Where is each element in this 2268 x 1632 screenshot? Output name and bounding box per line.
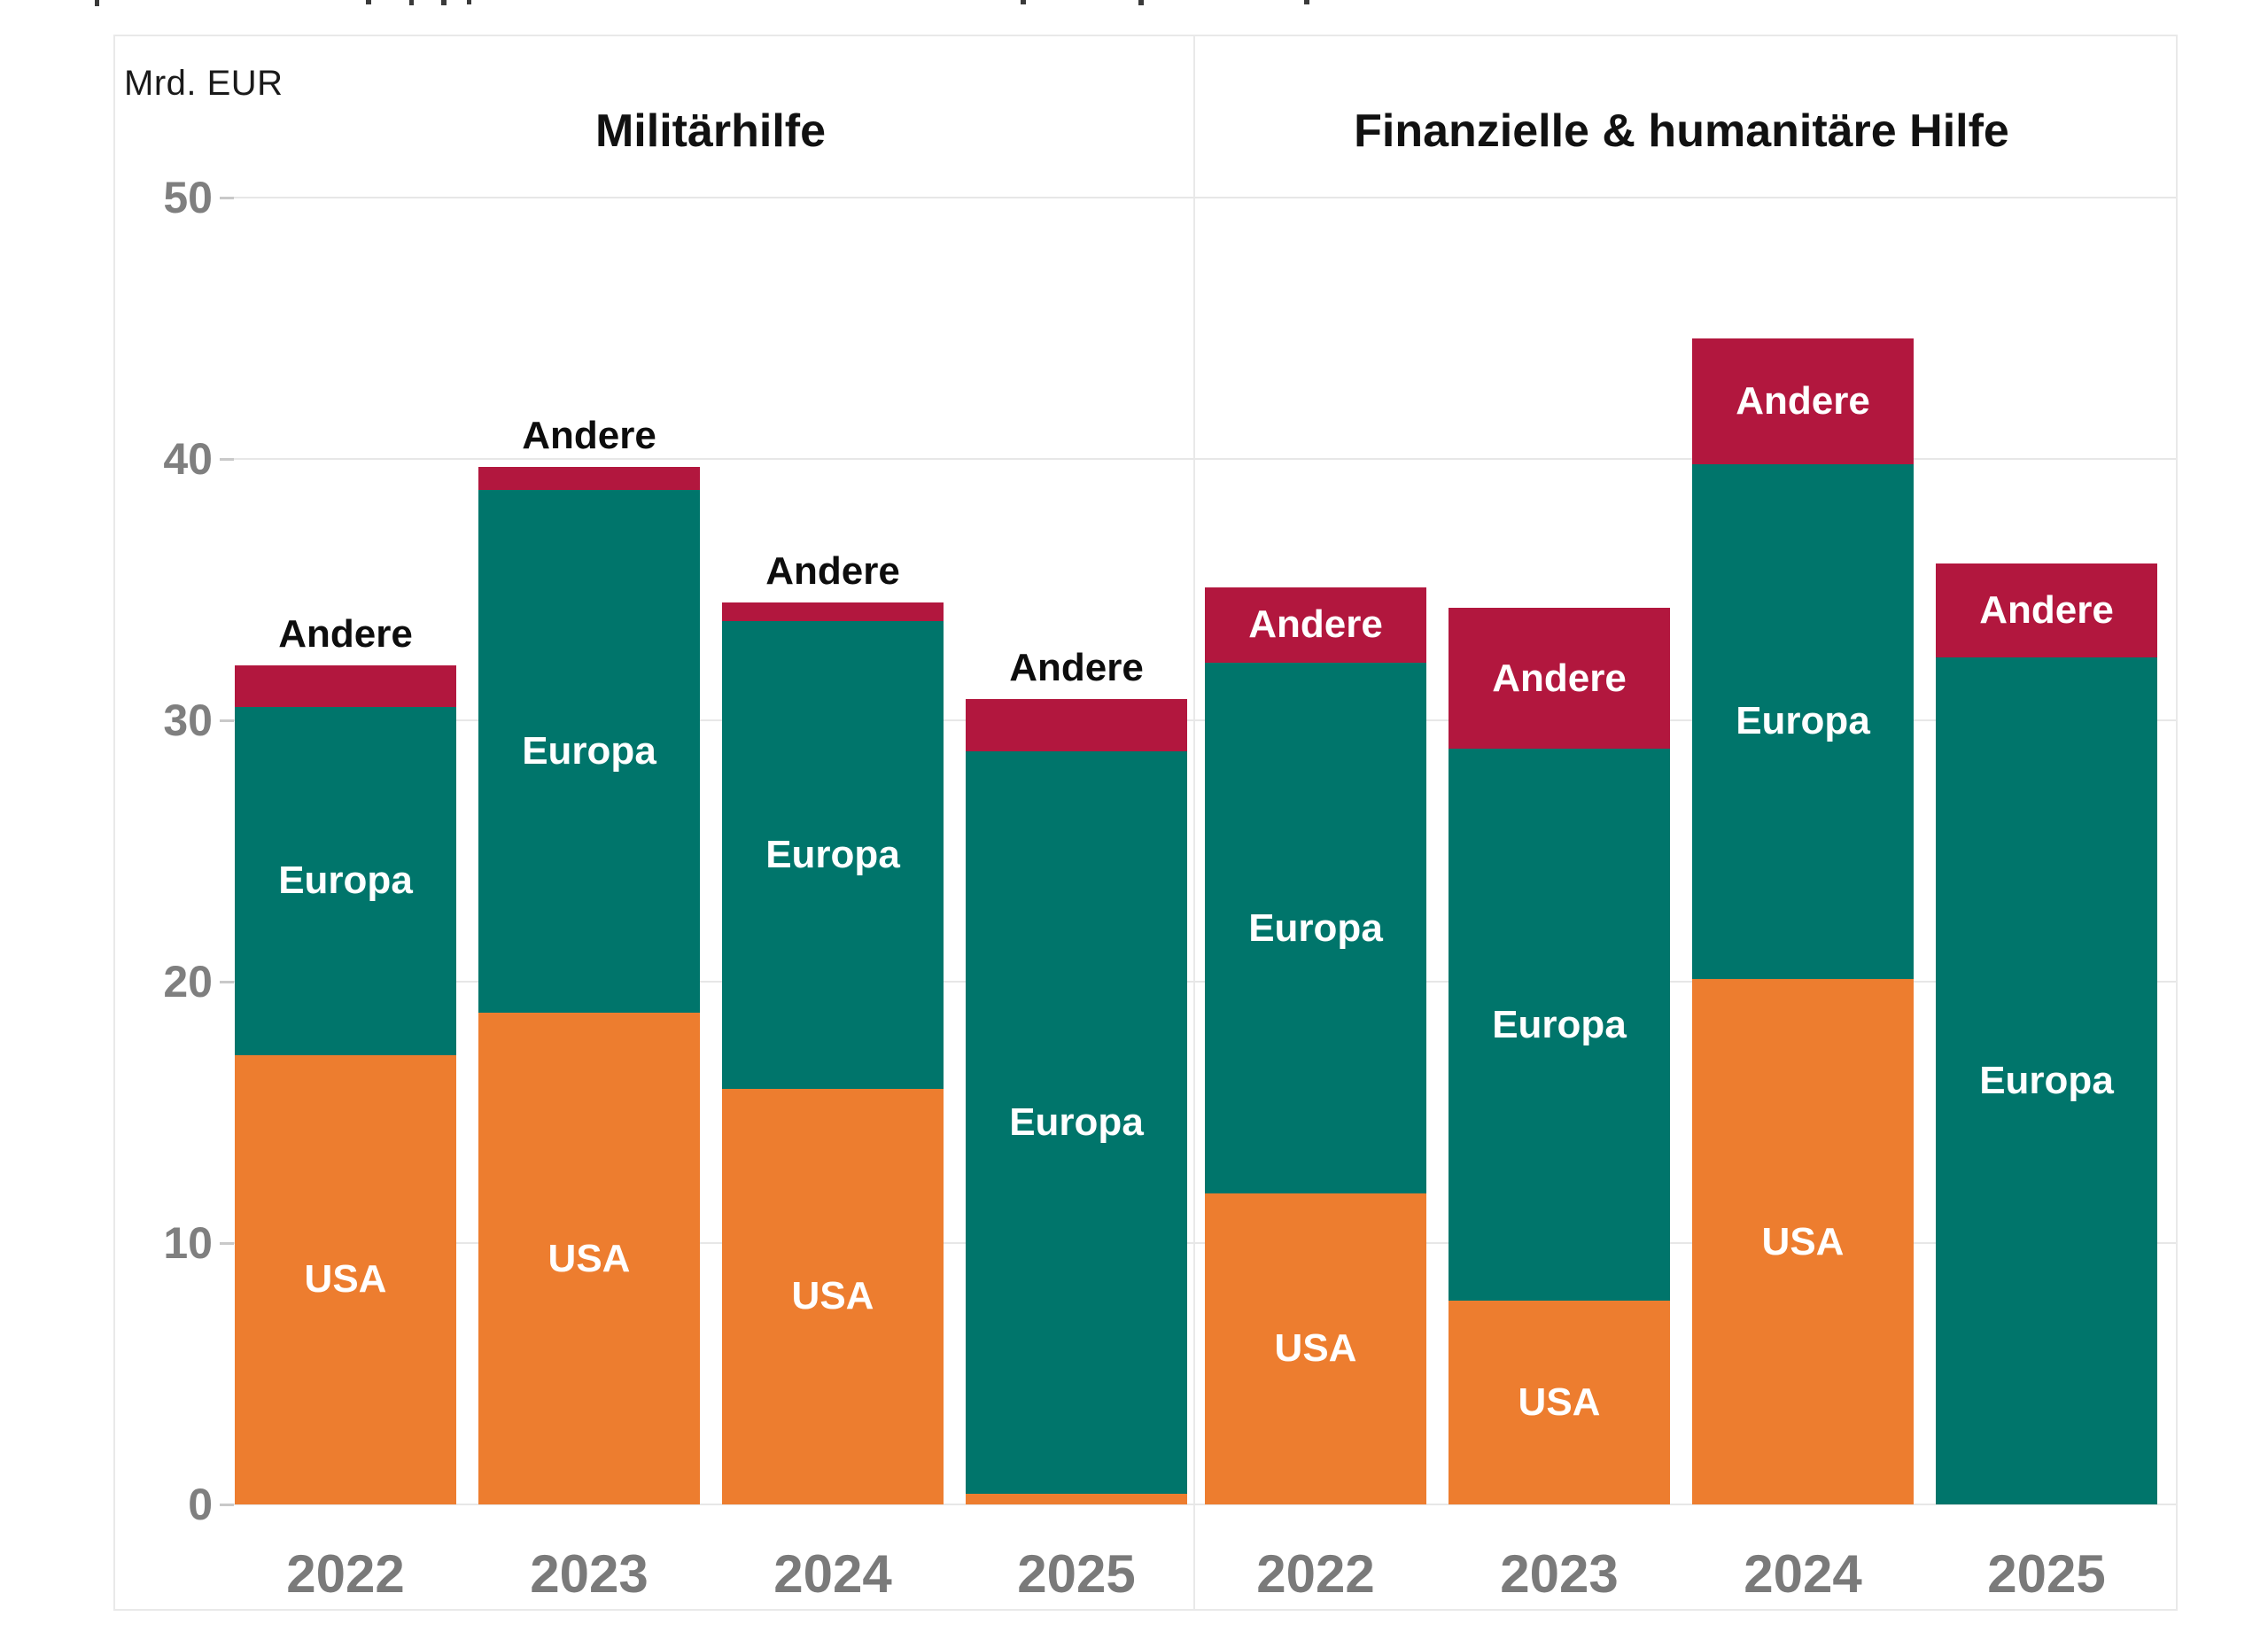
bar-segment-usa-militärhilfe-2022 xyxy=(235,1054,456,1504)
segment-label-andere-outside: Andere xyxy=(278,612,413,657)
panel-title-financial: Finanzielle & humanitäre Hilfe xyxy=(1354,105,2009,157)
segment-label-europa: Europa xyxy=(522,729,656,773)
bar-segment-europa-militärhilfe-2023 xyxy=(478,490,700,1014)
segment-label-europa: Europa xyxy=(1009,1100,1144,1145)
segment-label-europa: Europa xyxy=(278,859,413,903)
bar-segment-usa-militärhilfe-2023 xyxy=(478,1013,700,1504)
segment-label-usa: USA xyxy=(1518,1379,1601,1424)
y-tick-label-40: 40 xyxy=(163,434,213,484)
bar-segment-europa-finanzielle-2023 xyxy=(1449,749,1670,1301)
x-axis-label-2025: 2025 xyxy=(1987,1544,2106,1604)
segment-label-usa: USA xyxy=(548,1236,631,1280)
bar-segment-andere-militärhilfe-2023 xyxy=(478,466,700,491)
bar-segment-usa-finanzielle-2024 xyxy=(1692,979,1914,1504)
bar-segment-andere-finanzielle-2023 xyxy=(1449,608,1670,750)
segment-label-andere: Andere xyxy=(1492,656,1627,700)
x-axis-label-2024: 2024 xyxy=(1744,1544,1862,1604)
bar-segment-andere-finanzielle-2022 xyxy=(1205,587,1426,664)
segment-label-andere-outside: Andere xyxy=(1009,646,1144,690)
bar-segment-andere-finanzielle-2024 xyxy=(1692,338,1914,464)
gridline-20 xyxy=(223,981,2176,983)
y-tick-label-50: 50 xyxy=(163,173,213,222)
segment-label-europa: Europa xyxy=(1248,905,1383,950)
y-tick-label-0: 0 xyxy=(188,1480,213,1529)
segment-label-andere: Andere xyxy=(1736,379,1870,424)
y-tick-mark-30 xyxy=(220,719,234,722)
y-tick-mark-40 xyxy=(220,458,234,461)
gridline-40 xyxy=(223,458,2176,460)
segment-label-usa: USA xyxy=(791,1274,874,1318)
y-tick-mark-20 xyxy=(220,981,234,983)
segment-label-andere: Andere xyxy=(1248,602,1383,647)
segment-label-europa: Europa xyxy=(765,832,900,876)
gridline-0 xyxy=(223,1504,2176,1505)
y-tick-label-10: 10 xyxy=(163,1218,213,1268)
bar-segment-usa-finanzielle-2022 xyxy=(1205,1193,1426,1504)
x-axis-label-2022: 2022 xyxy=(286,1544,405,1604)
segment-label-usa: USA xyxy=(1274,1326,1357,1371)
bar-segment-europa-militärhilfe-2025 xyxy=(966,751,1187,1495)
bar-segment-andere-militärhilfe-2024 xyxy=(722,602,944,621)
y-tick-mark-10 xyxy=(220,1242,234,1245)
x-axis-label-2022: 2022 xyxy=(1256,1544,1375,1604)
segment-label-andere-outside: Andere xyxy=(522,413,656,457)
segment-label-europa: Europa xyxy=(1979,1059,2114,1103)
gridline-50 xyxy=(223,197,2176,198)
bar-segment-andere-militärhilfe-2025 xyxy=(966,699,1187,752)
panel-divider xyxy=(1193,35,1195,1611)
bar-segment-andere-militärhilfe-2022 xyxy=(235,665,456,708)
bar-segment-andere-finanzielle-2025 xyxy=(1936,563,2157,658)
bar-segment-usa-militärhilfe-2025 xyxy=(966,1494,1187,1504)
segment-label-europa: Europa xyxy=(1492,1002,1627,1046)
gridline-30 xyxy=(223,719,2176,721)
panel-title-military: Militärhilfe xyxy=(594,105,827,157)
x-axis-label-2023: 2023 xyxy=(1500,1544,1619,1604)
bar-segment-europa-militärhilfe-2022 xyxy=(235,707,456,1055)
gridline-10 xyxy=(223,1242,2176,1244)
segment-label-usa: USA xyxy=(1761,1219,1845,1263)
x-axis-label-2024: 2024 xyxy=(773,1544,892,1604)
x-axis-label-2023: 2023 xyxy=(530,1544,649,1604)
bar-segment-usa-finanzielle-2023 xyxy=(1449,1300,1670,1504)
bar-segment-europa-finanzielle-2025 xyxy=(1936,657,2157,1504)
bar-segment-usa-militärhilfe-2024 xyxy=(722,1088,944,1504)
segment-label-andere: Andere xyxy=(1979,588,2114,633)
bar-segment-europa-finanzielle-2022 xyxy=(1205,663,1426,1193)
y-tick-label-30: 30 xyxy=(163,696,213,745)
y-tick-mark-50 xyxy=(220,197,234,199)
y-tick-label-20: 20 xyxy=(163,957,213,1006)
bar-segment-europa-finanzielle-2024 xyxy=(1692,463,1914,980)
y-axis-unit-label: Mrd. EUR xyxy=(124,64,284,103)
x-axis-label-2025: 2025 xyxy=(1017,1544,1136,1604)
y-tick-mark-0 xyxy=(220,1504,234,1506)
segment-label-europa: Europa xyxy=(1736,699,1870,743)
bar-segment-europa-militärhilfe-2024 xyxy=(722,620,944,1089)
segment-label-andere-outside: Andere xyxy=(765,549,900,594)
segment-label-usa: USA xyxy=(304,1257,387,1302)
